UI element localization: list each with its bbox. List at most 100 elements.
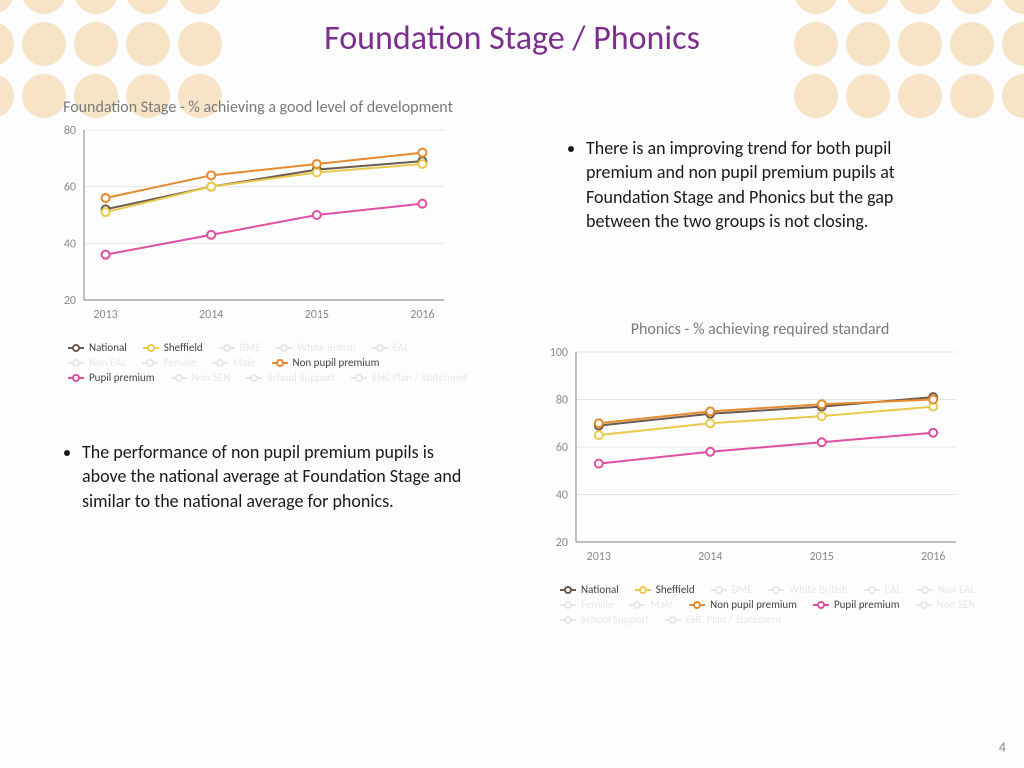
svg-text:2016: 2016 bbox=[410, 308, 434, 322]
legend-swatch-icon bbox=[246, 373, 262, 383]
legend-swatch-icon bbox=[68, 343, 84, 353]
legend-item: Female bbox=[142, 356, 195, 369]
svg-text:2015: 2015 bbox=[810, 550, 834, 564]
legend-swatch-icon bbox=[635, 585, 651, 595]
chart-title: Phonics - % achieving required standard bbox=[540, 320, 980, 340]
legend-label: EAL bbox=[885, 583, 901, 596]
legend-label: BME bbox=[732, 583, 753, 596]
legend-label: EHC Plan / Statement bbox=[372, 371, 468, 384]
svg-text:80: 80 bbox=[64, 124, 76, 138]
legend-item: Female bbox=[560, 598, 613, 611]
legend-label: Non EAL bbox=[938, 583, 975, 596]
legend-label: Pupil premium bbox=[89, 371, 155, 384]
legend-label: National bbox=[581, 583, 619, 596]
legend-item: Male bbox=[212, 356, 256, 369]
svg-text:60: 60 bbox=[556, 441, 568, 455]
svg-text:20: 20 bbox=[64, 294, 76, 308]
svg-text:20: 20 bbox=[556, 536, 568, 550]
legend-item: White British bbox=[768, 583, 847, 596]
legend-item: School Support bbox=[246, 371, 335, 384]
chart-plot: 20 40 60 80 100 2013 2014 2015 2016 bbox=[540, 346, 966, 568]
legend-swatch-icon bbox=[560, 615, 576, 625]
legend-swatch-icon bbox=[68, 358, 84, 368]
legend-label: EHC Plan / Statement bbox=[686, 613, 782, 626]
legend-swatch-icon bbox=[68, 373, 84, 383]
legend-item: EAL bbox=[372, 341, 409, 354]
legend-item: EHC Plan / Statement bbox=[351, 371, 468, 384]
legend-swatch-icon bbox=[560, 585, 576, 595]
legend-label: Non pupil premium bbox=[710, 598, 797, 611]
phonics-chart: Phonics - % achieving required standard … bbox=[540, 320, 980, 626]
legend-label: EAL bbox=[393, 341, 409, 354]
legend-label: Non pupil premium bbox=[293, 356, 380, 369]
svg-text:40: 40 bbox=[556, 489, 568, 503]
legend-item: BME bbox=[711, 583, 753, 596]
legend-item: Non pupil premium bbox=[689, 598, 797, 611]
legend-label: Non SEN bbox=[937, 598, 976, 611]
svg-text:2015: 2015 bbox=[305, 308, 329, 322]
legend-swatch-icon bbox=[813, 600, 829, 610]
legend-label: Male bbox=[650, 598, 673, 611]
legend-label: White British bbox=[297, 341, 355, 354]
legend-item: Non EAL bbox=[917, 583, 975, 596]
legend-item: Non SEN bbox=[171, 371, 231, 384]
legend-item: School Support bbox=[560, 613, 649, 626]
legend-label: Pupil premium bbox=[834, 598, 900, 611]
legend-swatch-icon bbox=[864, 585, 880, 595]
legend-label: Non SEN bbox=[192, 371, 231, 384]
legend-item: BME bbox=[219, 341, 261, 354]
svg-text:40: 40 bbox=[64, 237, 76, 251]
legend-swatch-icon bbox=[689, 600, 705, 610]
legend-label: Sheffield bbox=[164, 341, 203, 354]
svg-text:2016: 2016 bbox=[921, 550, 945, 564]
svg-text:2014: 2014 bbox=[199, 308, 223, 322]
legend-swatch-icon bbox=[768, 585, 784, 595]
foundation-stage-chart: Foundation Stage - % achieving a good le… bbox=[48, 98, 468, 384]
legend-item: Non pupil premium bbox=[272, 356, 380, 369]
bullet-item: There is an improving trend for both pup… bbox=[586, 136, 960, 233]
legend-item: Male bbox=[629, 598, 673, 611]
chart-legend: National Sheffield BME White British EAL Non … bbox=[48, 341, 468, 384]
legend-label: School Support bbox=[267, 371, 335, 384]
bullet-text-left: The performance of non pupil premium pup… bbox=[56, 440, 476, 513]
legend-swatch-icon bbox=[143, 343, 159, 353]
legend-swatch-icon bbox=[276, 343, 292, 353]
legend-item: Pupil premium bbox=[68, 371, 155, 384]
legend-swatch-icon bbox=[171, 373, 187, 383]
legend-swatch-icon bbox=[219, 343, 235, 353]
svg-text:2013: 2013 bbox=[587, 550, 611, 564]
legend-swatch-icon bbox=[560, 600, 576, 610]
legend-label: National bbox=[89, 341, 127, 354]
legend-label: White British bbox=[789, 583, 847, 596]
legend-label: Non EAL bbox=[89, 356, 126, 369]
svg-text:2013: 2013 bbox=[93, 308, 117, 322]
svg-text:60: 60 bbox=[64, 181, 76, 195]
legend-swatch-icon bbox=[272, 358, 288, 368]
legend-swatch-icon bbox=[372, 343, 388, 353]
legend-item: EHC Plan / Statement bbox=[665, 613, 782, 626]
svg-text:100: 100 bbox=[550, 346, 568, 360]
chart-plot: 20 40 60 80 2013 2014 2015 2016 bbox=[48, 124, 454, 326]
bullet-item: The performance of non pupil premium pup… bbox=[82, 440, 476, 513]
legend-swatch-icon bbox=[917, 585, 933, 595]
svg-text:2014: 2014 bbox=[698, 550, 722, 564]
page-number: 4 bbox=[999, 739, 1006, 756]
chart-title: Foundation Stage - % achieving a good le… bbox=[48, 98, 468, 118]
legend-swatch-icon bbox=[351, 373, 367, 383]
legend-item: Sheffield bbox=[635, 583, 695, 596]
legend-swatch-icon bbox=[916, 600, 932, 610]
legend-swatch-icon bbox=[212, 358, 228, 368]
legend-swatch-icon bbox=[665, 615, 681, 625]
legend-swatch-icon bbox=[629, 600, 645, 610]
legend-label: BME bbox=[240, 341, 261, 354]
svg-text:80: 80 bbox=[556, 394, 568, 408]
legend-item: Non EAL bbox=[68, 356, 126, 369]
legend-item: National bbox=[68, 341, 127, 354]
legend-item: Sheffield bbox=[143, 341, 203, 354]
legend-label: Sheffield bbox=[656, 583, 695, 596]
legend-item: Pupil premium bbox=[813, 598, 900, 611]
legend-item: White British bbox=[276, 341, 355, 354]
legend-label: Male bbox=[233, 356, 256, 369]
legend-item: National bbox=[560, 583, 619, 596]
legend-swatch-icon bbox=[711, 585, 727, 595]
